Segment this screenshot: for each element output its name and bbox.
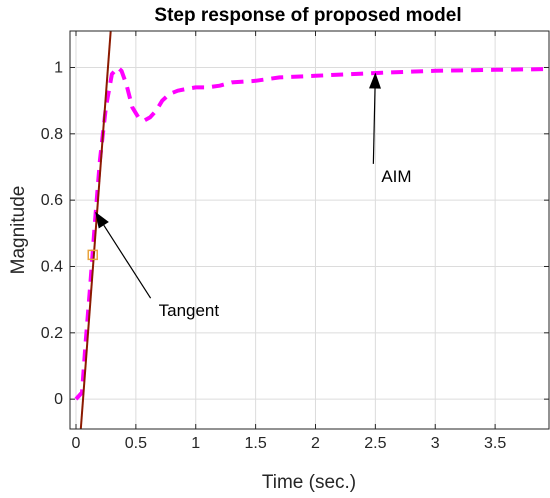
y-tick-label: 0.6 xyxy=(41,192,63,209)
annotation-arrow-line xyxy=(103,224,152,299)
x-tick-label: 2 xyxy=(311,435,320,452)
x-tick-label: 1 xyxy=(191,435,200,452)
y-axis-label: Magnitude xyxy=(8,186,29,275)
series-group xyxy=(74,31,549,429)
data-point-marker xyxy=(87,249,99,261)
annotation-arrow-head xyxy=(369,72,382,89)
data-marker-group xyxy=(87,249,99,261)
plot-frame xyxy=(69,30,550,430)
annotation-label-tangent: Tangent xyxy=(159,301,220,320)
annotation-arrow-head xyxy=(95,211,109,229)
series-line-tangent xyxy=(79,31,112,429)
y-tick-label: 0 xyxy=(54,391,63,408)
annotation-arrow-line xyxy=(372,88,376,164)
x-tick-label: 0 xyxy=(72,435,81,452)
y-tick-label: 0.8 xyxy=(41,126,63,143)
axis-ticks: 0 0.5 1 1.5 2 2.5 3 3.5 0 0.2 0.4 0.6 0.8 1 xyxy=(41,31,549,452)
x-tick-label: 0.5 xyxy=(125,435,147,452)
y-tick-label: 0.2 xyxy=(41,325,63,342)
y-tick-label: 1 xyxy=(54,59,63,76)
x-tick-label: 3.5 xyxy=(484,435,506,452)
annotation-label-aim: AIM xyxy=(381,167,411,186)
x-axis-label: Time (sec.) xyxy=(262,472,356,493)
annotations-group: AIM Tangent xyxy=(95,72,412,320)
y-tick-label: 0.4 xyxy=(41,258,63,275)
chart-title: Step response of proposed model xyxy=(154,5,461,26)
x-tick-label: 3 xyxy=(431,435,440,452)
x-tick-label: 1.5 xyxy=(244,435,266,452)
x-tick-label: 2.5 xyxy=(364,435,386,452)
